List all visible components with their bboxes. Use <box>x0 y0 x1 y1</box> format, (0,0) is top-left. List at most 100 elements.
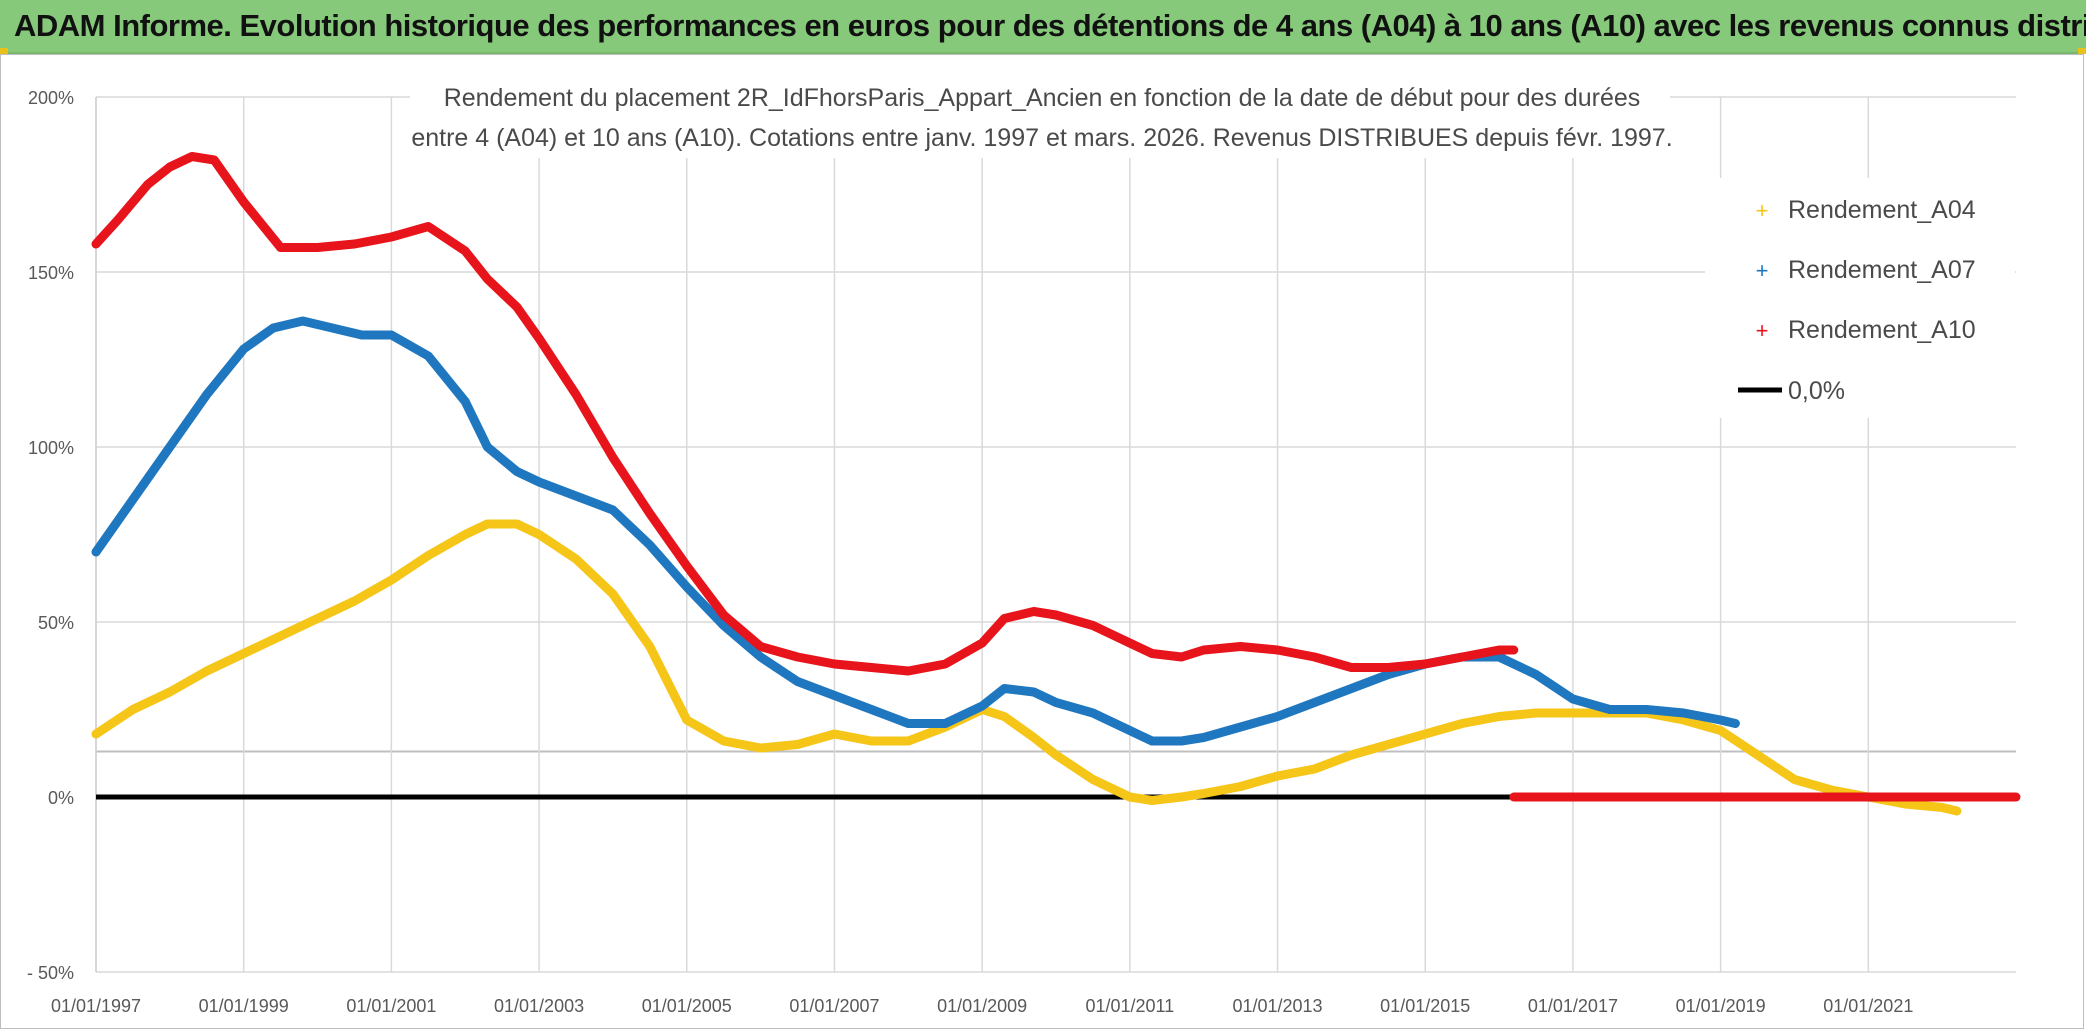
data-point-a10 <box>868 665 874 670</box>
data-point-a07 <box>1496 654 1502 660</box>
data-point-a04 <box>905 738 911 744</box>
data-point-a07 <box>359 332 365 338</box>
data-point-a04 <box>1570 710 1576 716</box>
data-point-a04 <box>1496 714 1502 719</box>
data-point-a04 <box>93 731 99 737</box>
data-point-a10 <box>1275 647 1281 653</box>
x-tick-label: 01/01/2001 <box>346 996 436 1016</box>
data-point-a07 <box>831 693 837 698</box>
data-point-a07 <box>241 346 247 352</box>
data-point-a10 <box>388 234 394 240</box>
data-point-a10 <box>115 217 121 222</box>
data-point-a10 <box>484 276 490 282</box>
y-tick-label: 0% <box>48 788 74 808</box>
data-point-a07 <box>1311 700 1317 705</box>
x-tick-label: 01/01/2019 <box>1676 996 1766 1016</box>
data-point-a04 <box>351 598 357 604</box>
data-point-a04 <box>647 644 653 649</box>
series-line-a10 <box>91 152 1519 676</box>
data-point-a04 <box>1001 714 1007 719</box>
data-point-a10 <box>1348 665 1354 670</box>
data-point-a07 <box>647 542 653 548</box>
data-point-a10 <box>425 224 431 229</box>
data-point-a04 <box>721 738 727 744</box>
report-banner: ADAM Informe. Evolution historique des p… <box>0 0 2086 54</box>
data-point-a10 <box>351 241 357 247</box>
chart-title-line-2: entre 4 (A04) et 10 ans (A10). Cotations… <box>411 124 1672 152</box>
data-point-a04 <box>388 577 394 583</box>
data-point-a10 <box>979 640 985 646</box>
data-point-a10 <box>145 182 151 187</box>
data-point-a07 <box>979 703 985 709</box>
data-point-a07 <box>300 318 306 324</box>
x-tick-label: 01/01/2003 <box>494 996 584 1016</box>
legend-label-a04: Rendement_A04 <box>1788 196 1976 224</box>
data-point-a04 <box>573 556 579 562</box>
data-point-a10 <box>1149 651 1155 656</box>
data-point-a07 <box>1644 707 1650 712</box>
data-point-a07 <box>329 325 335 331</box>
data-point-a07 <box>1001 686 1007 691</box>
data-point-a04 <box>1533 710 1539 716</box>
data-point-a10 <box>315 245 321 250</box>
corner-mark-left <box>0 48 8 54</box>
data-point-a10 <box>211 157 217 163</box>
data-point-a10 <box>758 644 764 649</box>
data-point-a10 <box>1459 654 1465 660</box>
data-point-a07 <box>1090 710 1096 716</box>
data-point-a07 <box>573 493 579 499</box>
data-point-a07 <box>1053 700 1059 705</box>
data-point-a10 <box>610 455 616 460</box>
data-point-a04 <box>1127 794 1133 800</box>
data-point-a04 <box>1090 777 1096 782</box>
legend-label-zero: 0,0% <box>1788 377 1845 405</box>
data-point-a04 <box>536 532 542 537</box>
data-point-a07 <box>1275 714 1281 719</box>
data-point-a07 <box>93 549 99 555</box>
data-point-a10 <box>942 661 948 667</box>
report-title: ADAM Informe. Evolution historique des p… <box>14 8 2086 43</box>
y-tick-label: 150% <box>28 263 74 283</box>
data-point-a04 <box>831 731 837 737</box>
data-point-a04 <box>1954 808 1960 814</box>
data-point-a04 <box>1681 717 1687 723</box>
data-point-a07 <box>1201 735 1207 740</box>
corner-mark-right <box>2078 48 2086 54</box>
data-point-a10 <box>831 661 837 667</box>
legend-marker-a04: + <box>1756 198 1769 223</box>
data-point-a07 <box>1570 696 1576 702</box>
y-axis-labels: - 50% 0% 50% 100% 150% 200% <box>27 88 74 983</box>
data-point-a07 <box>1179 738 1185 744</box>
data-point-a04 <box>204 668 210 674</box>
data-point-a10 <box>1179 654 1185 660</box>
data-point-a07 <box>130 497 136 502</box>
data-point-a10 <box>1496 647 1502 653</box>
data-point-a07 <box>388 332 394 338</box>
chart-legend: + Rendement_A04 + Rendement_A07 + Rendem… <box>1705 178 2015 418</box>
data-point-a04 <box>167 689 173 695</box>
x-tick-label: 01/01/2015 <box>1380 996 1470 1016</box>
x-tick-label: 01/01/2017 <box>1528 996 1618 1016</box>
data-point-a04 <box>1718 728 1724 733</box>
data-point-a10 <box>462 248 468 254</box>
data-point-a04 <box>1459 721 1465 726</box>
data-point-a04 <box>758 745 764 751</box>
data-point-a04 <box>1275 773 1281 779</box>
data-point-a07 <box>1238 724 1244 730</box>
data-point-a04 <box>610 591 616 597</box>
performance-chart: - 50%0%50%100%150%200% 01/01/1997 01/01/1… <box>27 78 2021 1016</box>
data-point-a10 <box>795 654 801 660</box>
data-point-a10 <box>573 392 579 397</box>
data-point-a10 <box>1422 661 1428 667</box>
series-line-a07 <box>91 316 1740 746</box>
data-point-a10 <box>1511 794 1517 800</box>
data-point-a04 <box>1828 787 1834 793</box>
data-point-a07 <box>1732 721 1738 726</box>
x-tick-label: 01/01/1999 <box>199 996 289 1016</box>
data-point-a07 <box>721 623 727 628</box>
data-point-a04 <box>514 521 520 527</box>
data-point-a10 <box>2013 794 2019 800</box>
data-point-a10 <box>189 154 195 159</box>
data-point-a04 <box>1031 735 1037 740</box>
data-point-a04 <box>1348 752 1354 758</box>
